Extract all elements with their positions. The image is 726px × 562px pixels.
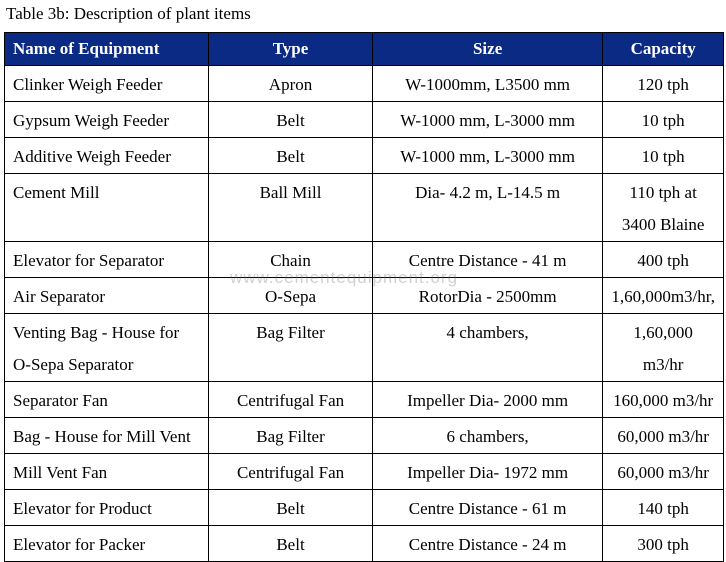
cell-type: Centrifugal Fan: [208, 453, 373, 490]
cell-capacity: 160,000 m3/hr: [602, 381, 724, 418]
table-row: Elevator for Product Belt Centre Distance …: [3, 489, 724, 526]
plant-items-table: Name of Equipment Type Size Capacity Cli…: [3, 32, 724, 562]
cell-size: 4 chambers,: [371, 313, 604, 382]
cell-type: Belt: [208, 525, 373, 562]
cell-size: W-1000mm, L3500 mm: [371, 65, 604, 102]
cell-name: Elevator for Separator: [3, 241, 210, 278]
column-header-name: Name of Equipment: [3, 32, 210, 66]
cell-capacity: 110 tph at 3400 Blaine: [602, 173, 724, 242]
table-row: Clinker Weigh Feeder Apron W-1000mm, L3500…: [3, 65, 724, 102]
table-row: Mill Vent Fan Centrifugal Fan Impeller Dia…: [3, 453, 724, 490]
cell-name: Venting Bag - House for O-Sepa Separator: [3, 313, 210, 382]
cell-name: Elevator for Packer: [3, 525, 210, 562]
cell-name: Clinker Weigh Feeder: [3, 65, 210, 102]
cell-size: Dia- 4.2 m, L-14.5 m: [371, 173, 604, 242]
cell-size: RotorDia - 2500mm: [371, 277, 604, 314]
cell-type: Bag Filter: [208, 313, 373, 382]
table-row: Elevator for Packer Belt Centre Distance -…: [3, 525, 724, 562]
cell-type: O-Sepa: [208, 277, 373, 314]
table-row: Air Separator O-Sepa RotorDia - 2500mm 1,60…: [3, 277, 724, 314]
cell-capacity: 10 tph: [602, 101, 724, 138]
cell-type: Belt: [208, 101, 373, 138]
cell-size: 6 chambers,: [371, 417, 604, 454]
cell-type: Belt: [208, 137, 373, 174]
cell-capacity: 140 tph: [602, 489, 724, 526]
table-row: Additive Weigh Feeder Belt W-1000 mm, L-30…: [3, 137, 724, 174]
cell-capacity: 120 tph: [602, 65, 724, 102]
table-row: Separator Fan Centrifugal Fan Impeller Dia…: [3, 381, 724, 418]
cell-size: Centre Distance - 61 m: [371, 489, 604, 526]
cell-type: Ball Mill: [208, 173, 373, 242]
cell-size: W-1000 mm, L-3000 mm: [371, 137, 604, 174]
cell-name: Gypsum Weigh Feeder: [3, 101, 210, 138]
cell-name: Additive Weigh Feeder: [3, 137, 210, 174]
cell-type: Centrifugal Fan: [208, 381, 373, 418]
cell-capacity: 1,60,000m3/hr,: [602, 277, 724, 314]
table-row: Venting Bag - House for O-Sepa Separator…: [3, 313, 724, 382]
cell-name: Cement Mill: [3, 173, 210, 242]
column-header-size: Size: [371, 32, 604, 66]
column-header-capacity: Capacity: [602, 32, 724, 66]
cell-type: Bag Filter: [208, 417, 373, 454]
cell-capacity: 60,000 m3/hr: [602, 417, 724, 454]
table-row: Cement Mill Ball Mill Dia- 4.2 m, L-14.5 m…: [3, 173, 724, 242]
cell-size: Centre Distance - 24 m: [371, 525, 604, 562]
cell-name: Mill Vent Fan: [3, 453, 210, 490]
cell-name: Elevator for Product: [3, 489, 210, 526]
cell-name: Separator Fan: [3, 381, 210, 418]
cell-size: Impeller Dia- 1972 mm: [371, 453, 604, 490]
cell-capacity: 60,000 m3/hr: [602, 453, 724, 490]
table-caption: Table 3b: Description of plant items: [6, 4, 251, 23]
cell-size: Centre Distance - 41 m: [371, 241, 604, 278]
cell-capacity: 10 tph: [602, 137, 724, 174]
cell-type: Chain: [208, 241, 373, 278]
cell-size: Impeller Dia- 2000 mm: [371, 381, 604, 418]
cell-type: Belt: [208, 489, 373, 526]
cell-capacity: 400 tph: [602, 241, 724, 278]
cell-capacity: 1,60,000 m3/hr: [602, 313, 724, 382]
cell-type: Apron: [208, 65, 373, 102]
header-row: Name of Equipment Type Size Capacity: [3, 32, 724, 66]
cell-name: Air Separator: [3, 277, 210, 314]
table-row: Gypsum Weigh Feeder Belt W-1000 mm, L-3000…: [3, 101, 724, 138]
cell-size: W-1000 mm, L-3000 mm: [371, 101, 604, 138]
column-header-type: Type: [208, 32, 373, 66]
cell-capacity: 300 tph: [602, 525, 724, 562]
table-row: Elevator for Separator Chain Centre Distan…: [3, 241, 724, 278]
cell-name: Bag - House for Mill Vent: [3, 417, 210, 454]
table-row: Bag - House for Mill Vent Bag Filter 6 cha…: [3, 417, 724, 454]
